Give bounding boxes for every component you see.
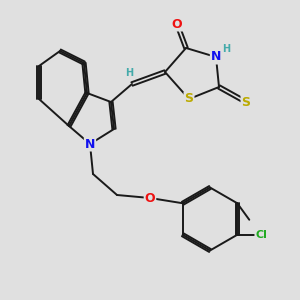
Text: Cl: Cl (255, 230, 267, 240)
Text: O: O (172, 17, 182, 31)
Text: H: H (125, 68, 133, 78)
Text: N: N (85, 137, 95, 151)
Text: H: H (222, 44, 231, 55)
Text: S: S (184, 92, 194, 106)
Text: O: O (145, 191, 155, 205)
Text: S: S (242, 95, 250, 109)
Text: N: N (211, 50, 221, 64)
